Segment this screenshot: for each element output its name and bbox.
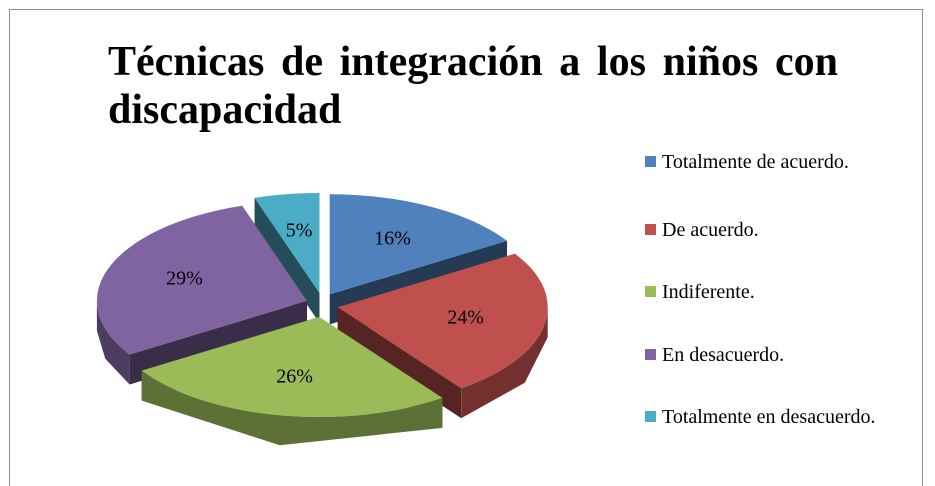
- data-label: 26%: [276, 365, 313, 387]
- slice: [97, 205, 307, 355]
- slice-side: [141, 370, 443, 446]
- slice: [337, 253, 548, 389]
- data-label: 29%: [166, 267, 203, 289]
- legend-swatch: [645, 156, 656, 167]
- data-label: 5%: [286, 219, 313, 241]
- chart-frame: [9, 9, 923, 486]
- slice: [141, 316, 443, 417]
- legend-swatch: [645, 286, 656, 297]
- slice-side: [96, 300, 130, 385]
- legend-label: Indiferente.: [662, 281, 755, 303]
- slice-side: [461, 307, 548, 419]
- slice: [329, 194, 507, 295]
- slice: [141, 316, 443, 446]
- legend-swatch: [645, 224, 656, 235]
- legend-label: Totalmente de acuerdo.: [662, 151, 849, 173]
- legend-label: En desacuerdo.: [662, 344, 785, 366]
- slice: [254, 193, 320, 323]
- chart-title: Técnicas de integración a los niños con …: [108, 39, 838, 133]
- legend-swatch: [645, 349, 656, 360]
- data-label: 16%: [374, 228, 411, 250]
- legend-swatch: [645, 411, 656, 422]
- data-label: 24%: [447, 306, 484, 328]
- slice-edge: [254, 197, 320, 323]
- legend-label: Totalmente en desacuerdo.: [662, 406, 876, 428]
- legend-label: De acuerdo.: [662, 219, 759, 241]
- slice: [254, 193, 320, 293]
